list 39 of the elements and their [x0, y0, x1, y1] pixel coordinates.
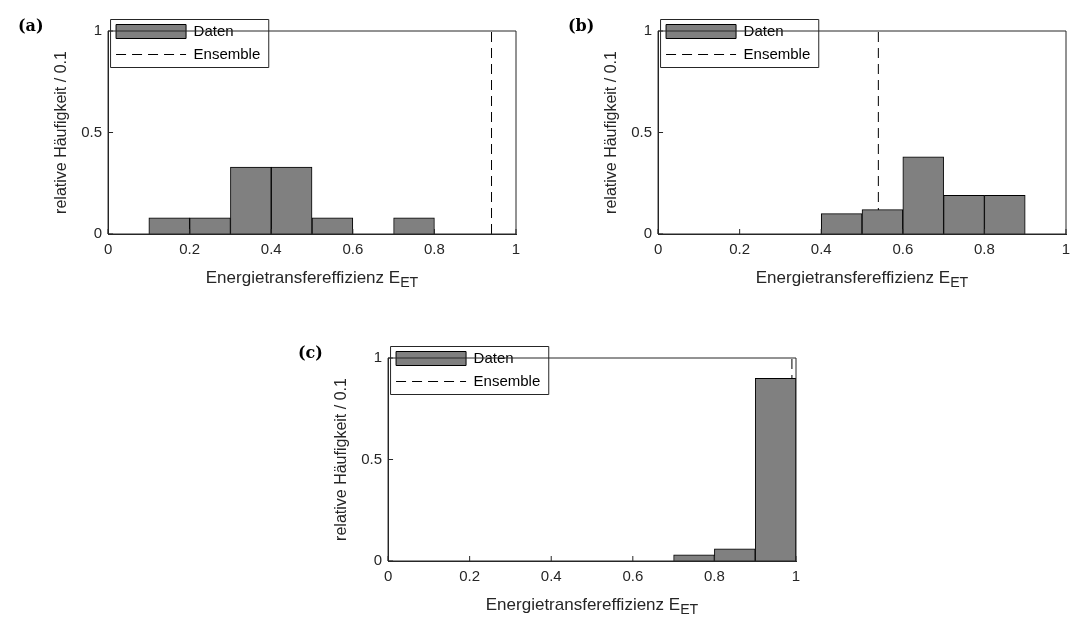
legend-label: Daten — [743, 21, 784, 39]
x-axis-title: Energietransfereffizienz E$_{ET}$ — [754, 268, 970, 291]
x-tick-label: 0.8 — [423, 240, 445, 258]
legend-label: Daten — [473, 348, 514, 366]
y-tick-label: 1 — [373, 348, 383, 366]
x-axis-title: Energietransfereffizienz E$_{ET}$ — [204, 268, 420, 291]
x-tick-label: 0.8 — [973, 240, 995, 258]
ref-line-label: Ensemble — [743, 44, 811, 62]
x-tick-label: 0.4 — [540, 567, 562, 585]
y-tick-label: 1 — [93, 21, 103, 39]
legend-label: Daten — [193, 21, 234, 39]
y-tick-label: 0 — [643, 224, 653, 242]
x-tick-label: 1 — [1061, 240, 1071, 258]
chart-title: (b) — [568, 16, 595, 35]
y-axis-title: relative Häufigkeit / 0.1 — [332, 378, 350, 541]
chart-title: (a) — [18, 16, 44, 35]
x-tick-label: 1 — [791, 567, 801, 585]
chart-title: (c) — [298, 343, 323, 362]
y-axis-title: relative Häufigkeit / 0.1 — [602, 51, 620, 214]
x-tick-label: 0.4 — [810, 240, 832, 258]
x-tick-label: 0.2 — [729, 240, 751, 258]
y-tick-label: 0 — [373, 551, 383, 569]
x-tick-label: 0.4 — [260, 240, 282, 258]
x-tick-label: 0.6 — [892, 240, 914, 258]
x-tick-label: 1 — [511, 240, 521, 258]
y-tick-label: 1 — [643, 21, 653, 39]
x-tick-label: 0.2 — [179, 240, 201, 258]
x-tick-label: 0.6 — [622, 567, 644, 585]
y-axis-title: relative Häufigkeit / 0.1 — [52, 51, 70, 214]
x-tick-label: 0.2 — [459, 567, 481, 585]
ref-line-label: Ensemble — [473, 371, 541, 389]
y-tick-label: 0 — [93, 224, 103, 242]
x-axis-title: Energietransfereffizienz E$_{ET}$ — [484, 595, 700, 618]
ref-line-label: Ensemble — [193, 44, 261, 62]
y-tick-label: 0.5 — [361, 449, 383, 467]
x-tick-label: 0.6 — [342, 240, 364, 258]
y-tick-label: 0.5 — [81, 122, 103, 140]
x-tick-label: 0.8 — [703, 567, 725, 585]
y-tick-label: 0.5 — [631, 122, 653, 140]
